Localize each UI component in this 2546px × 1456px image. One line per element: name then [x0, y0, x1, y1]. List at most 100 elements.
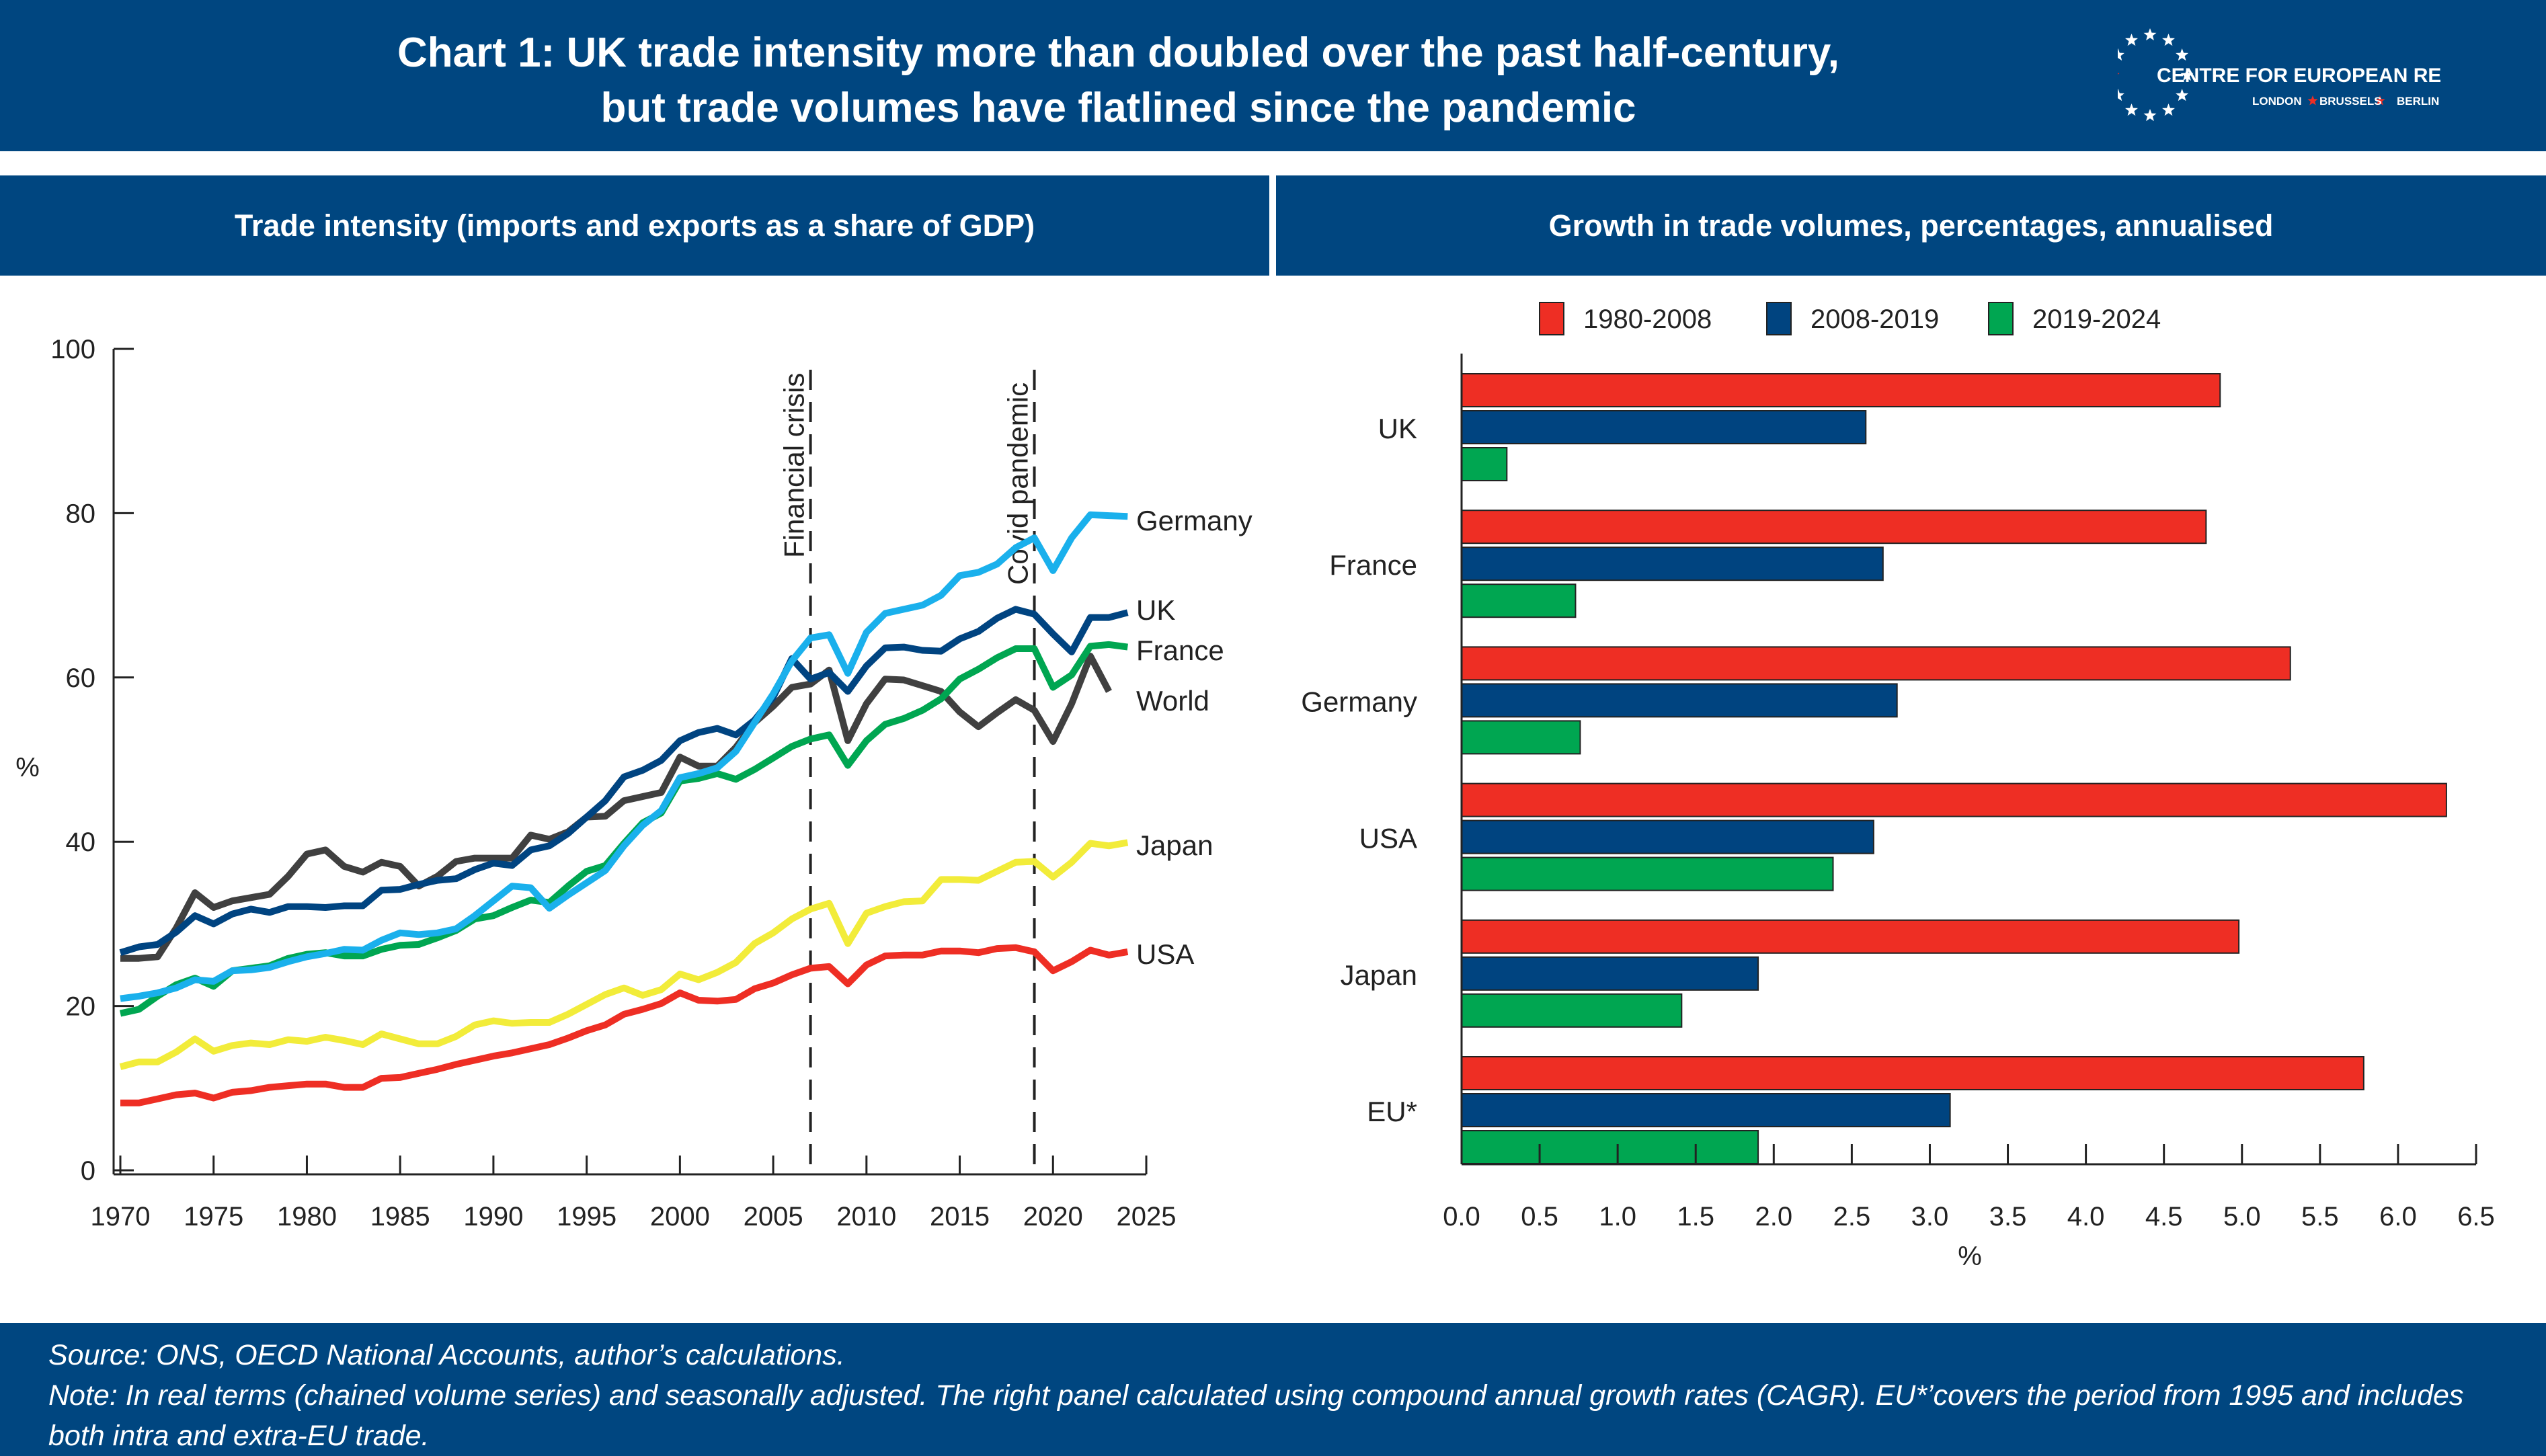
- category-label: Germany: [1301, 686, 1417, 717]
- x-tick-label: 3.5: [1989, 1202, 2027, 1231]
- x-tick-label: 1970: [91, 1202, 151, 1231]
- footer-notes: Source: ONS, OECD National Accounts, aut…: [0, 1323, 2546, 1456]
- logo-star-icon: [2143, 109, 2157, 122]
- x-tick-label: 2000: [650, 1202, 710, 1231]
- logo-star-icon: [2125, 34, 2138, 46]
- x-tick-label: 1.5: [1677, 1202, 1714, 1231]
- series-label-japan: Japan: [1136, 830, 1213, 861]
- x-tick-label: 0.5: [1521, 1202, 1558, 1231]
- logo-star-icon: [2176, 89, 2189, 102]
- x-tick-label: 1975: [184, 1202, 243, 1231]
- logo-city-berlin: BERLIN: [2397, 95, 2439, 108]
- logo-star-icon: [2176, 48, 2189, 61]
- x-tick-label: 3.0: [1911, 1202, 1949, 1231]
- y-tick-label: 20: [66, 992, 96, 1022]
- x-tick-label: 5.5: [2301, 1202, 2339, 1231]
- x-tick-label: 4.0: [2067, 1202, 2105, 1231]
- category-label: USA: [1359, 823, 1417, 854]
- logo-city-london: LONDON: [2252, 95, 2302, 108]
- category-label: France: [1329, 549, 1417, 581]
- x-tick-label: 1995: [557, 1202, 616, 1231]
- series-label-france: France: [1136, 635, 1224, 666]
- x-tick-label: 2025: [1117, 1202, 1177, 1231]
- title-line-2: but trade volumes have flatlined since t…: [600, 85, 1636, 131]
- bar-eu-1980-2008: [1461, 1056, 2364, 1090]
- series-label-germany: Germany: [1136, 505, 1252, 536]
- right-panel-title-text: Growth in trade volumes, percentages, an…: [1548, 208, 2274, 243]
- bar-usa-2008-2019: [1461, 819, 1874, 854]
- category-label: EU*: [1367, 1096, 1417, 1127]
- y-tick-label: 100: [50, 335, 95, 364]
- logo-star-icon: [2162, 104, 2175, 116]
- logo-star-icon: [2143, 28, 2157, 41]
- bar-uk-2008-2019: [1461, 410, 1867, 444]
- legend-swatch: [1988, 302, 2014, 335]
- bar-japan-1980-2008: [1461, 919, 2240, 954]
- annotation-label: Financial crisis: [779, 373, 810, 558]
- series-line-germany: [120, 511, 1128, 1002]
- chart-title: Chart 1: UK trade intensity more than do…: [0, 26, 2546, 136]
- bar-france-2008-2019: [1461, 547, 1884, 581]
- star-ring-icon: [2118, 28, 2385, 122]
- note-text-continued: both intra and extra-EU trade.: [48, 1420, 430, 1452]
- x-tick-label: 1990: [463, 1202, 523, 1231]
- series-line-uk: [119, 606, 1129, 956]
- y-tick-label: 0: [81, 1156, 95, 1186]
- series-line-usa: [120, 944, 1129, 1106]
- series-label-world: World: [1136, 685, 1209, 717]
- legend-swatch: [1539, 302, 1564, 335]
- left-panel-title: Trade intensity (imports and exports as …: [0, 175, 1269, 276]
- x-tick-label: 2.0: [1755, 1202, 1793, 1231]
- y-axis-label: %: [15, 753, 40, 782]
- series-label-uk: UK: [1136, 594, 1175, 626]
- y-tick-label: 80: [66, 499, 96, 528]
- x-tick-label: 4.5: [2145, 1202, 2183, 1231]
- logo-star-icon: [2125, 104, 2138, 116]
- right-panel-title: Growth in trade volumes, percentages, an…: [1276, 175, 2546, 276]
- logo-star-icon: [2118, 48, 2124, 61]
- x-tick-label: 0.0: [1443, 1202, 1480, 1231]
- logo-star-icon: [2375, 95, 2385, 106]
- bar-germany-2019-2024: [1461, 720, 1581, 755]
- x-tick-label: 2010: [836, 1202, 896, 1231]
- source-text: Source: ONS, OECD National Accounts, aut…: [48, 1339, 845, 1371]
- line-chart: 0 20 40 60 80 100 1970 1975 1980 1985 1990 1995 2000…: [15, 335, 1252, 1231]
- logo-star-icon: [2118, 89, 2124, 102]
- header-banner: Chart 1: UK trade intensity more than do…: [0, 0, 2546, 151]
- x-axis-label: %: [1958, 1242, 1982, 1271]
- x-tick-label: 5.0: [2223, 1202, 2261, 1231]
- category-label: Japan: [1341, 959, 1417, 991]
- bar-germany-1980-2008: [1461, 646, 2291, 681]
- x-tick-label: 1.0: [1599, 1202, 1636, 1231]
- legend-label: 2019-2024: [2032, 305, 2161, 334]
- logo-city-brussels: BRUSSELS: [2319, 95, 2382, 108]
- left-panel-title-text: Trade intensity (imports and exports as …: [234, 208, 1035, 243]
- bar-usa-2019-2024: [1461, 856, 1834, 891]
- category-label: UK: [1378, 413, 1417, 444]
- bar-japan-2008-2019: [1461, 956, 1759, 991]
- y-tick-label: 40: [66, 827, 96, 857]
- bar-france-2019-2024: [1461, 583, 1577, 618]
- series-label-usa: USA: [1136, 938, 1194, 970]
- title-line-1: Chart 1: UK trade intensity more than do…: [397, 30, 1840, 76]
- x-tick-label: 2005: [744, 1202, 803, 1231]
- bar-usa-1980-2008: [1461, 782, 2447, 817]
- x-tick-label: 2020: [1023, 1202, 1083, 1231]
- logo-star-icon: [2180, 69, 2194, 81]
- cer-logo: CENTRE FOR EUROPEAN REFORM LONDON BRUSSE…: [2118, 28, 2440, 122]
- x-tick-label: 2015: [930, 1202, 990, 1231]
- bar-germany-2008-2019: [1461, 683, 1898, 718]
- legend-swatch: [1766, 302, 1792, 335]
- x-tick-label: 6.0: [2379, 1202, 2417, 1231]
- y-tick-label: 60: [66, 663, 96, 693]
- series-line-japan: [119, 839, 1129, 1070]
- x-tick-label: 1985: [370, 1202, 430, 1231]
- bar-chart: 1980-2008 2008-2019 2019-2024 UK France Germa…: [1301, 302, 2495, 1271]
- x-tick-label: 2.5: [1833, 1202, 1871, 1231]
- bar-eu-2008-2019: [1461, 1093, 1951, 1127]
- bar-uk-1980-2008: [1461, 373, 2221, 407]
- note-text: Note: In real terms (chained volume seri…: [48, 1379, 2464, 1412]
- logo-star-icon: [2162, 34, 2175, 46]
- series-line-france: [119, 641, 1128, 1017]
